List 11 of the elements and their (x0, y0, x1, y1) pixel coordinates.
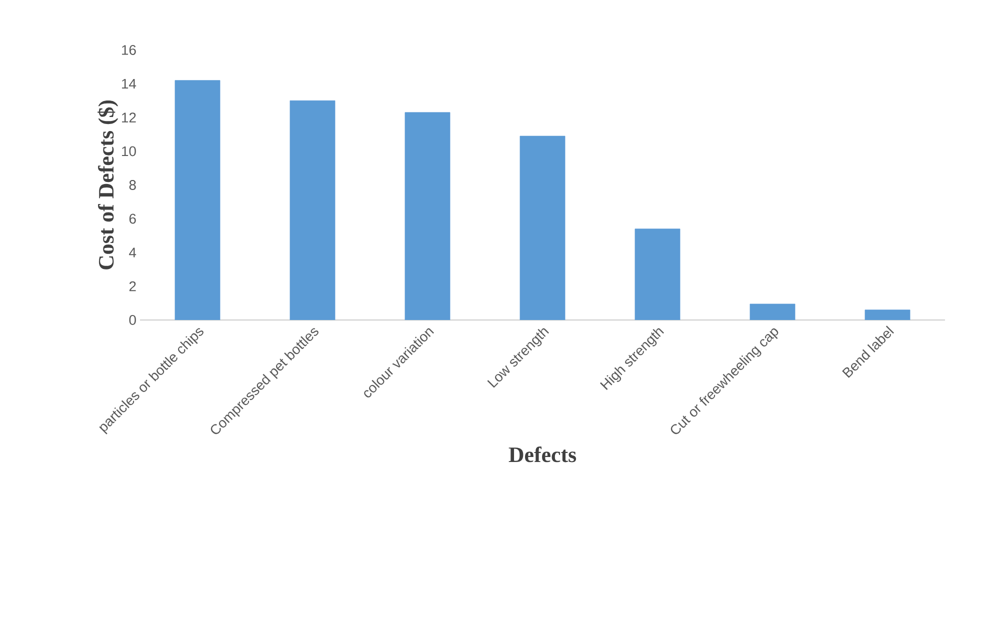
y-tick-label: 14 (122, 78, 136, 89)
y-tick-label: 16 (122, 45, 136, 55)
y-tick-label: 6 (129, 214, 136, 224)
y-tick-label: 10 (122, 146, 136, 156)
y-tick-label: 8 (129, 180, 136, 190)
y-tick-label: 2 (129, 281, 136, 292)
y-tick-label: 0 (129, 315, 136, 325)
x-axis-title: Defects (508, 446, 576, 462)
y-tick-label: 12 (122, 112, 136, 122)
y-tick-label: 4 (129, 248, 136, 258)
y-axis-title: Cost of Defects ($) (98, 100, 118, 270)
